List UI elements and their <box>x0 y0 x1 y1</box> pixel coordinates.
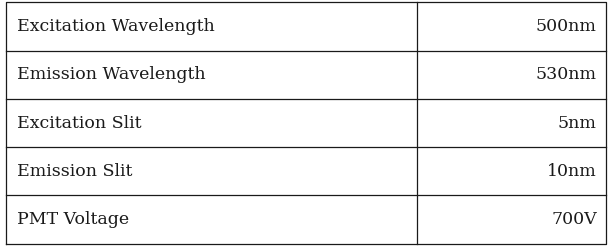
Text: Excitation Slit: Excitation Slit <box>17 114 141 132</box>
Text: 530nm: 530nm <box>536 66 597 83</box>
Text: PMT Voltage: PMT Voltage <box>17 211 129 228</box>
Text: Excitation Wavelength: Excitation Wavelength <box>17 18 215 35</box>
Text: Emission Slit: Emission Slit <box>17 163 133 180</box>
Text: 10nm: 10nm <box>547 163 597 180</box>
Text: 700V: 700V <box>551 211 597 228</box>
Text: Emission Wavelength: Emission Wavelength <box>17 66 206 83</box>
Text: 5nm: 5nm <box>558 114 597 132</box>
Text: 500nm: 500nm <box>536 18 597 35</box>
